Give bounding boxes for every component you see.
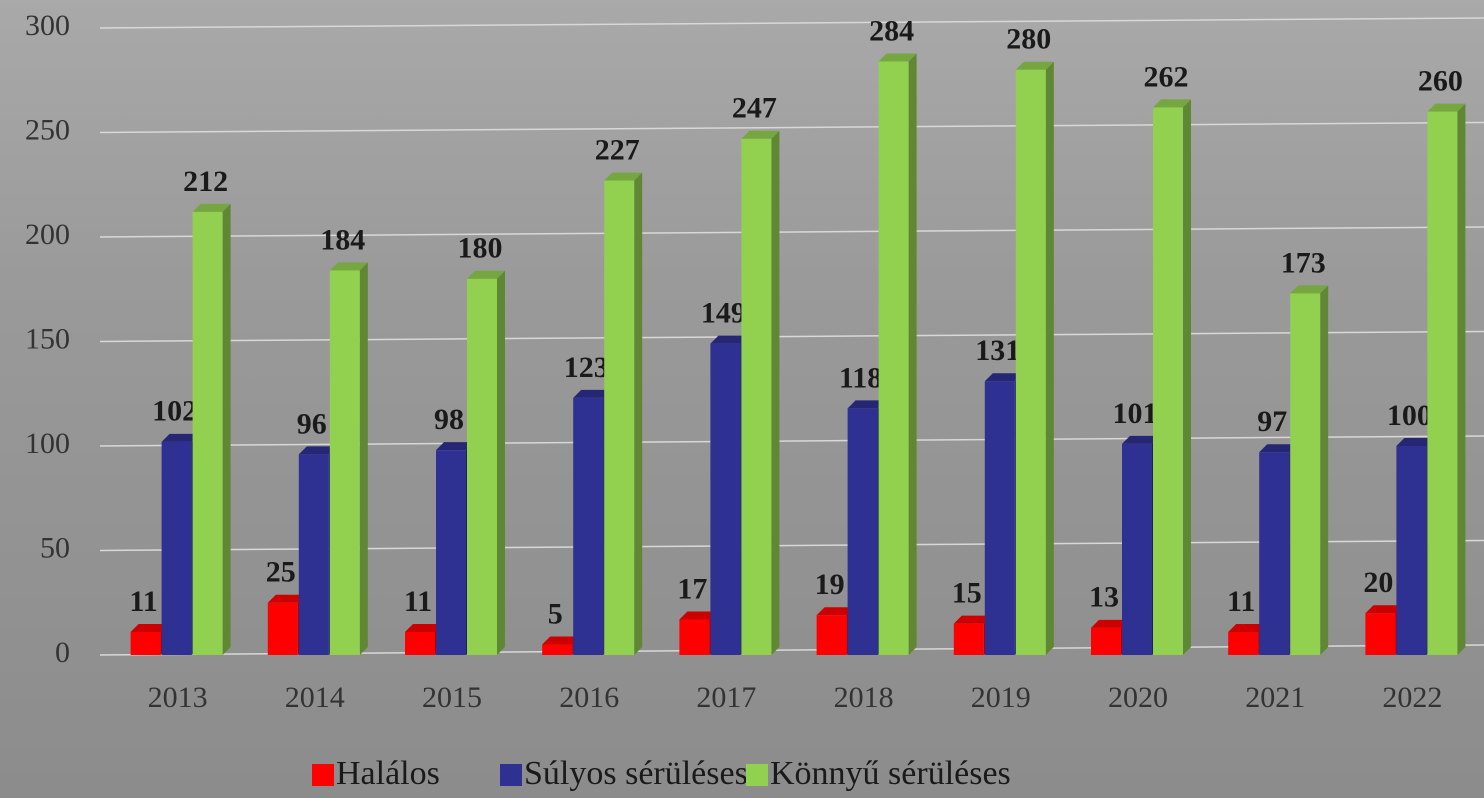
x-tick-label: 2019: [971, 681, 1031, 714]
value-label: 19: [815, 568, 845, 601]
bar: [299, 454, 329, 655]
value-label: 131: [975, 334, 1020, 367]
bar: [985, 381, 1015, 655]
value-label: 101: [1113, 397, 1158, 430]
bar: [573, 398, 603, 655]
x-tick-label: 2016: [559, 681, 619, 714]
bar: [604, 181, 634, 655]
value-label: 180: [458, 232, 503, 265]
value-label: 123: [564, 351, 609, 384]
value-label: 260: [1418, 64, 1463, 97]
bar-side: [1320, 285, 1328, 655]
value-label: 5: [548, 597, 563, 630]
bar: [193, 212, 223, 655]
x-tick-label: 2013: [148, 681, 208, 714]
x-tick-label: 2018: [834, 681, 894, 714]
x-tick-label: 2014: [285, 681, 345, 714]
value-label: 100: [1387, 399, 1432, 432]
value-label: 17: [677, 572, 707, 605]
bar-side: [360, 262, 368, 655]
bar: [405, 632, 435, 655]
bar: [436, 450, 466, 655]
bar: [1290, 293, 1320, 655]
value-label: 262: [1144, 60, 1189, 93]
y-tick-label: 50: [40, 531, 70, 564]
bar: [1153, 107, 1183, 655]
legend-label: Könnyű sérüléses: [770, 755, 1011, 792]
bar: [330, 270, 360, 655]
x-tick-label: 2015: [422, 681, 482, 714]
y-tick-label: 200: [25, 218, 70, 251]
bar: [1396, 446, 1426, 655]
bar: [741, 139, 771, 655]
bar: [467, 279, 497, 655]
bar: [1427, 112, 1457, 655]
legend-swatch: [746, 764, 768, 786]
bar: [1016, 70, 1046, 655]
value-label: 184: [320, 223, 365, 256]
value-label: 102: [152, 395, 197, 428]
bar: [679, 619, 709, 655]
page: {"chart_data": {"type": "bar", "categori…: [0, 0, 1484, 798]
value-label: 227: [595, 133, 640, 166]
value-label: 97: [1257, 405, 1287, 438]
bar-side: [1457, 104, 1465, 655]
value-label: 25: [266, 556, 296, 589]
bar-side: [634, 173, 642, 655]
value-label: 20: [1363, 566, 1393, 599]
y-tick-label: 250: [25, 113, 70, 146]
value-label: 96: [297, 407, 327, 440]
y-tick-label: 100: [25, 427, 70, 460]
bar: [954, 624, 984, 655]
bar-side: [1046, 62, 1054, 655]
bar-side: [223, 204, 231, 655]
bar: [542, 645, 572, 655]
value-label: 11: [404, 585, 432, 618]
value-label: 149: [701, 296, 746, 329]
bar: [710, 344, 740, 655]
value-label: 280: [1006, 23, 1051, 56]
legend-swatch: [500, 764, 522, 786]
y-tick-label: 0: [55, 636, 70, 669]
value-label: 212: [183, 165, 228, 198]
value-label: 11: [129, 585, 157, 618]
bar: [1228, 632, 1258, 655]
y-tick-label: 150: [25, 322, 70, 355]
value-label: 15: [952, 577, 982, 610]
x-tick-label: 2020: [1108, 681, 1168, 714]
x-tick-label: 2021: [1245, 681, 1305, 714]
value-label: 118: [839, 361, 882, 394]
legend-label: Súlyos sérüléses: [524, 755, 748, 792]
bar: [1091, 628, 1121, 655]
bar-side: [909, 53, 917, 655]
bar: [162, 442, 192, 655]
value-label: 284: [869, 14, 914, 47]
x-tick-label: 2022: [1382, 681, 1442, 714]
legend-label: Halálos: [336, 755, 440, 792]
bar: [1122, 444, 1152, 655]
bar: [131, 632, 161, 655]
x-tick-label: 2017: [696, 681, 756, 714]
value-label: 98: [434, 403, 464, 436]
y-tick-label: 300: [25, 9, 70, 42]
value-label: 173: [1281, 246, 1326, 279]
bar: [879, 61, 909, 655]
value-label: 13: [1089, 581, 1119, 614]
bar: [1365, 613, 1395, 655]
legend-swatch: [312, 764, 334, 786]
bar-side: [771, 131, 779, 655]
value-label: 247: [732, 92, 777, 125]
value-label: 11: [1227, 585, 1255, 618]
bar: [268, 603, 298, 655]
bar: [1259, 452, 1289, 655]
bar: [848, 408, 878, 655]
bar: [817, 615, 847, 655]
bar-side: [1183, 99, 1191, 655]
chart: 0501001502002503002013111022122014259618…: [0, 0, 1484, 798]
bar-side: [497, 271, 505, 655]
